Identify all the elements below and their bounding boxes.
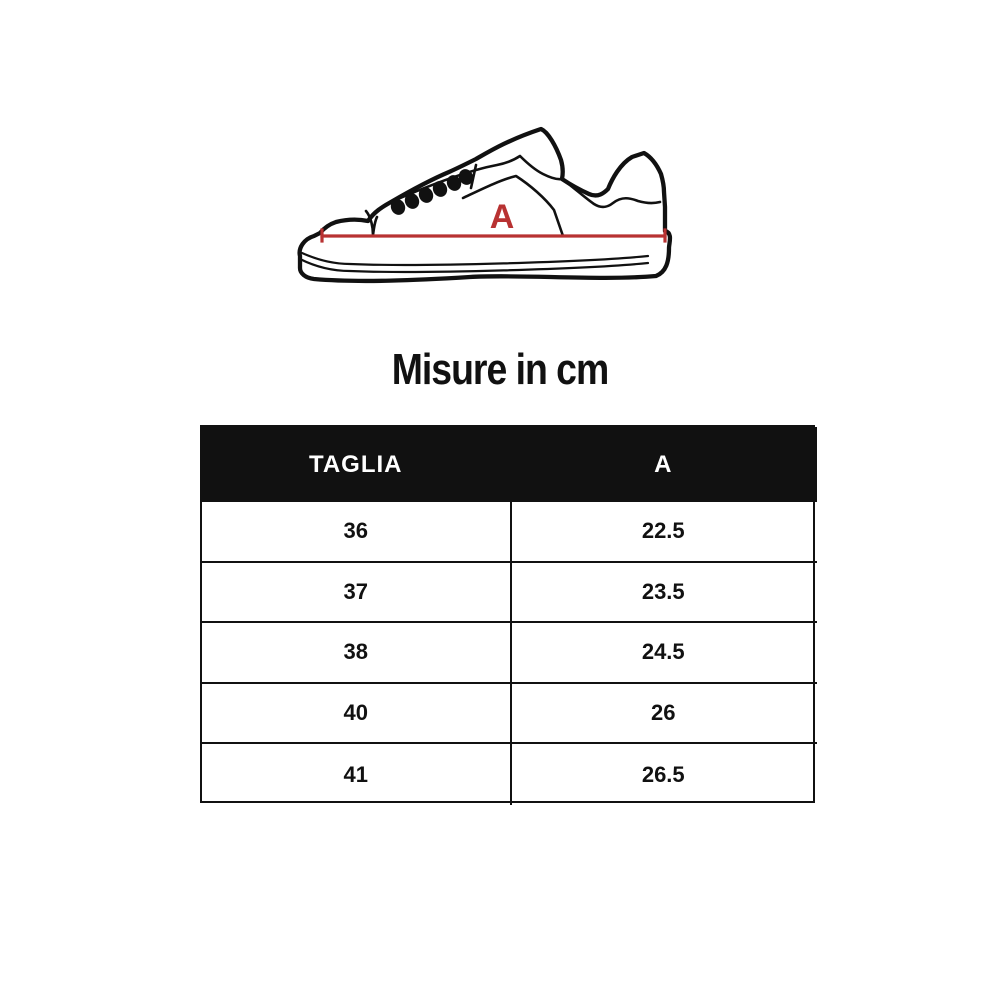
svg-text:A: A [490, 198, 515, 236]
